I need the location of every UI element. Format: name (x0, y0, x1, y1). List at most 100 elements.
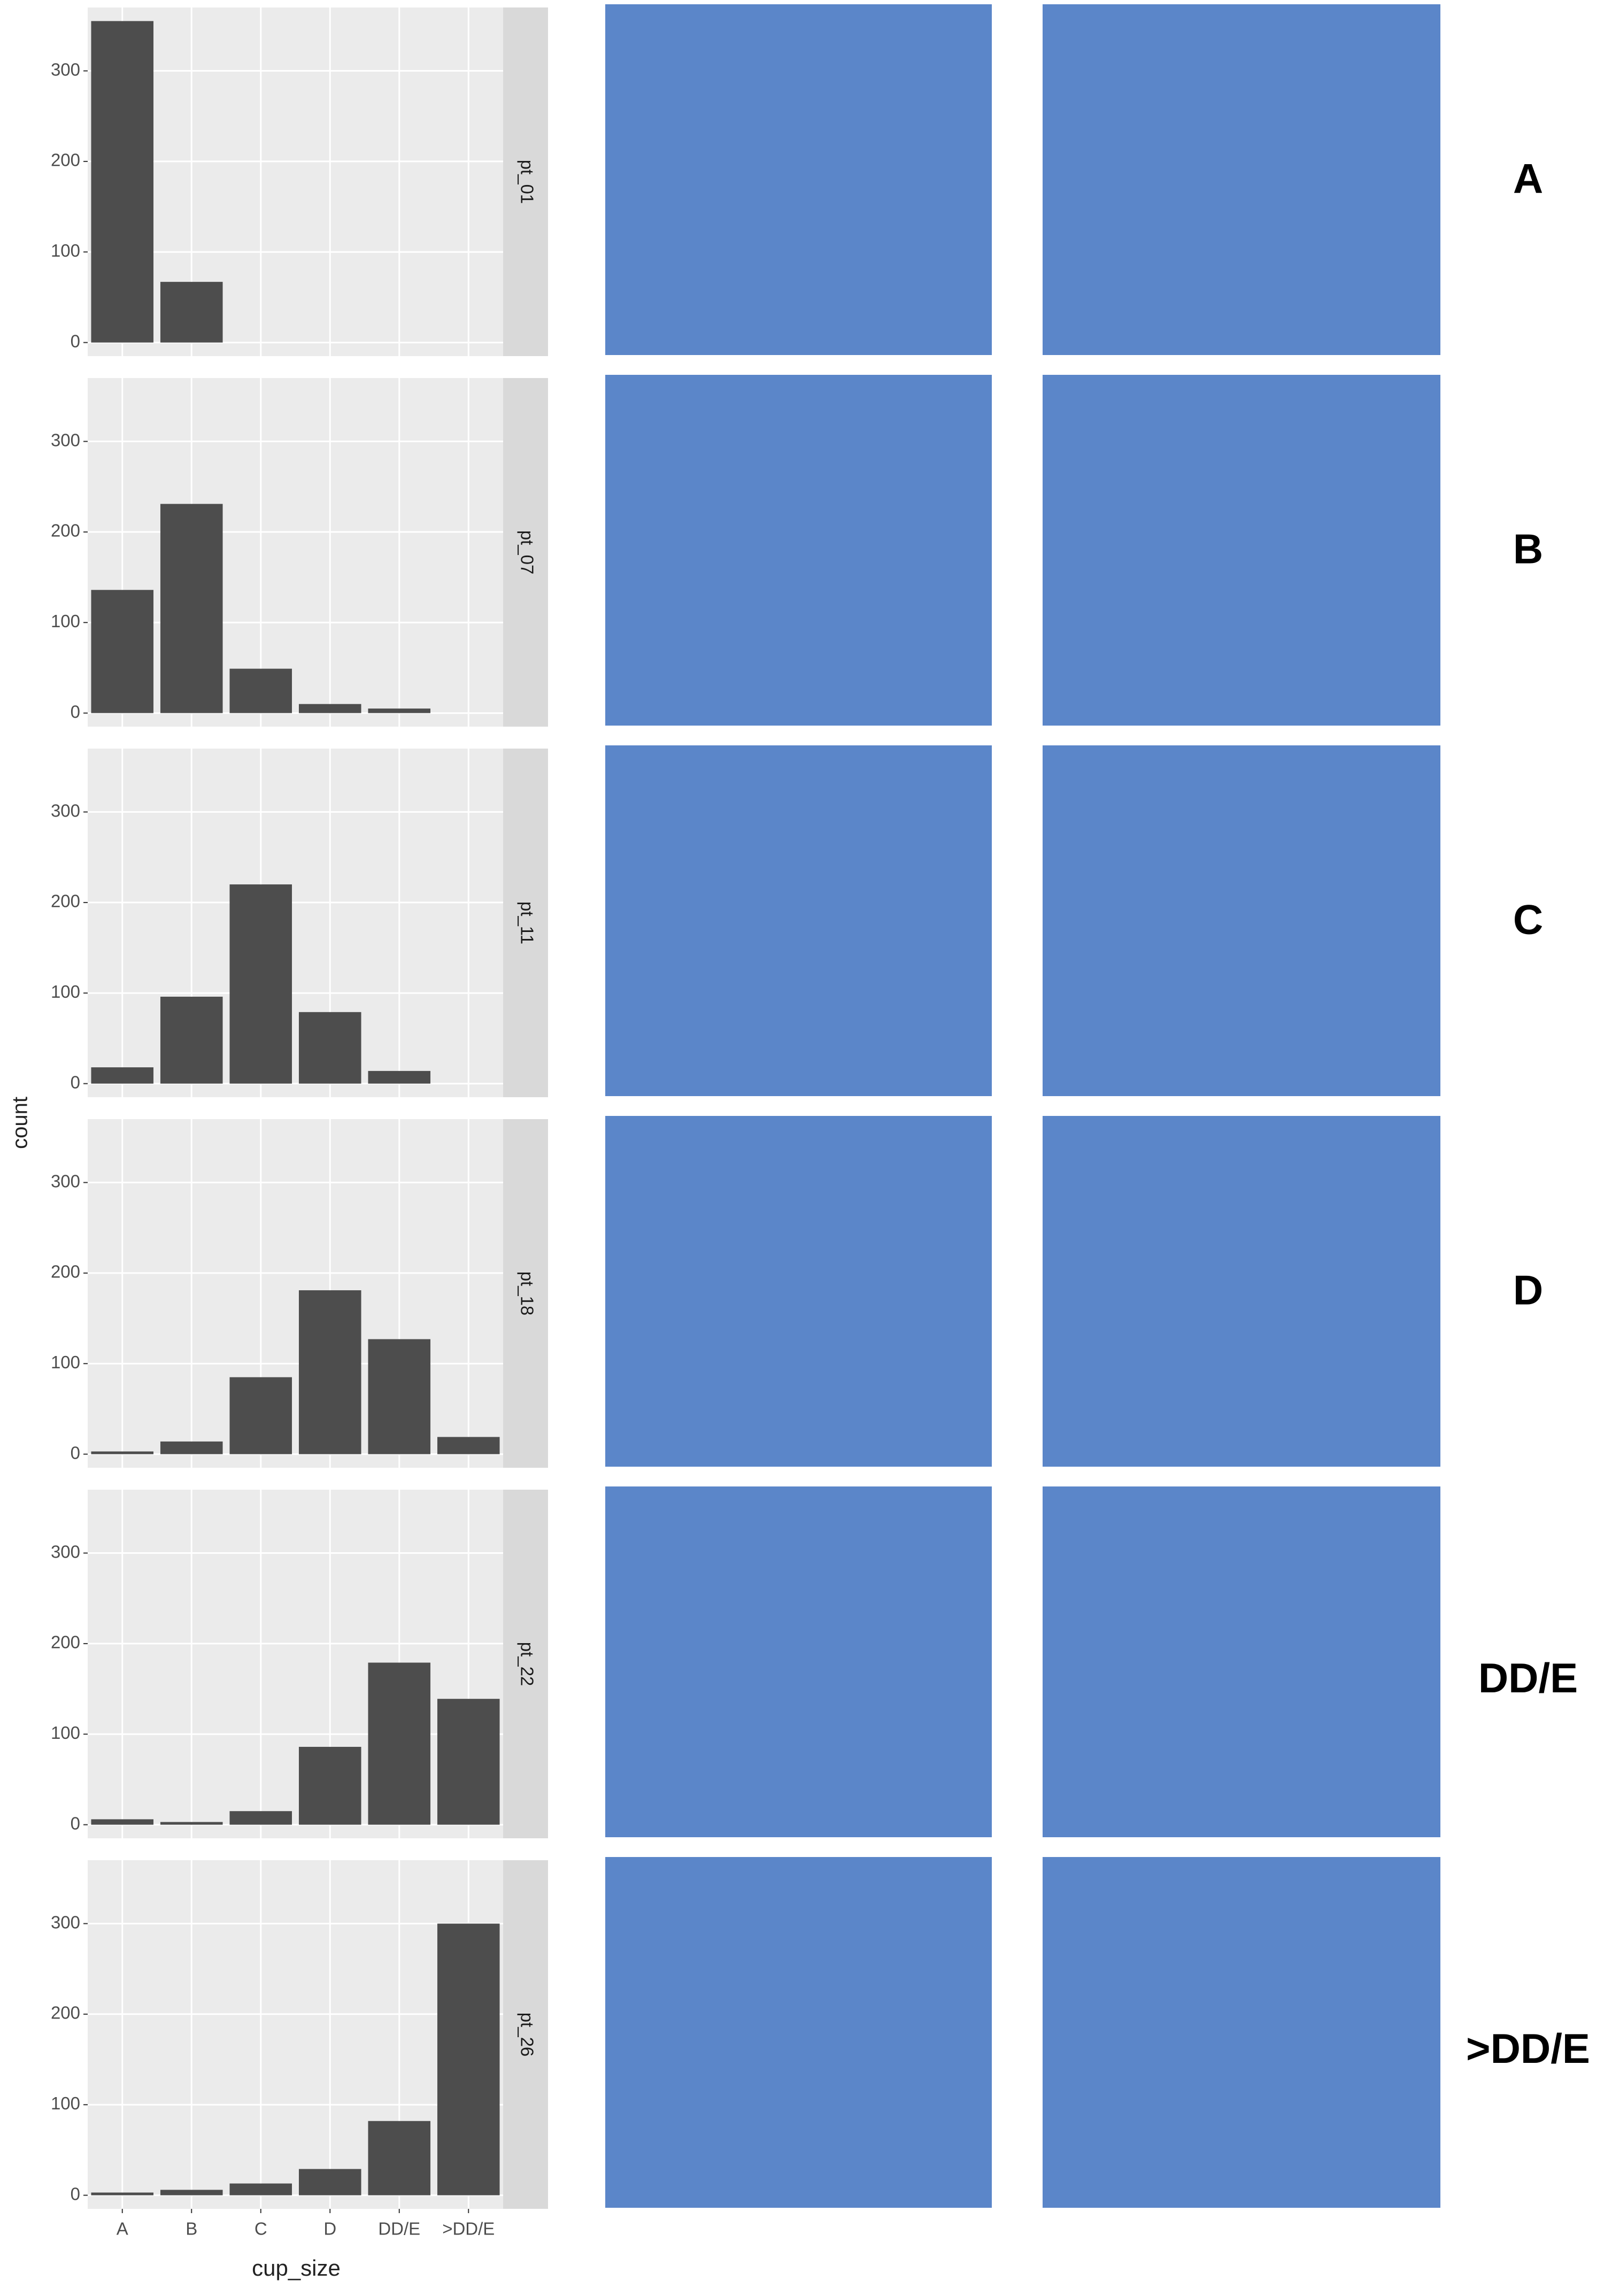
x-tick-label: D (323, 2219, 336, 2239)
photo-placeholder (1043, 1857, 1440, 2208)
photo-placeholder (1043, 1116, 1440, 1467)
bar (437, 1437, 500, 1454)
bar (160, 997, 223, 1084)
bar (368, 1662, 431, 1825)
photo-placeholder (1043, 4, 1440, 355)
y-tick-label: 100 (51, 2093, 80, 2113)
bar (437, 1923, 500, 2195)
photo-placeholder (605, 4, 992, 355)
bar (91, 21, 154, 343)
row-label: DD/E (1478, 1654, 1578, 1701)
panel-background (88, 1860, 503, 2209)
bar (298, 1746, 361, 1825)
y-tick-label: 200 (51, 521, 80, 541)
y-tick-label: 0 (71, 702, 80, 721)
bar (160, 1822, 223, 1825)
panel-background (88, 7, 503, 356)
strip-background (503, 749, 548, 1097)
x-axis-label: cup_size (252, 2255, 341, 2280)
bar (160, 282, 223, 343)
bar (437, 1699, 500, 1825)
y-tick-label: 100 (51, 611, 80, 631)
bar (298, 704, 361, 713)
bar (229, 1811, 292, 1825)
strip-background (503, 1119, 548, 1468)
bar (91, 1451, 154, 1454)
y-tick-label: 300 (51, 430, 80, 450)
strip-background (503, 378, 548, 727)
photo-placeholder (605, 745, 992, 1096)
row-label: C (1513, 896, 1543, 943)
y-tick-label: 200 (51, 1632, 80, 1652)
strip-background (503, 1490, 548, 1838)
x-tick-label: C (255, 2219, 267, 2239)
row-label: B (1513, 526, 1543, 573)
panel-background (88, 1490, 503, 1838)
row-label: >DD/E (1466, 2025, 1590, 2072)
panel-background (88, 378, 503, 727)
y-tick-label: 100 (51, 1723, 80, 1743)
row-label: D (1513, 1267, 1543, 1314)
photo-placeholder (1043, 375, 1440, 726)
row-label: A (1513, 155, 1543, 202)
y-tick-label: 300 (51, 1171, 80, 1191)
strip-background (503, 7, 548, 356)
bar (298, 1290, 361, 1454)
photo-placeholder (605, 375, 992, 726)
y-tick-label: 0 (71, 2184, 80, 2203)
bar (91, 1067, 154, 1084)
strip-label: pt_18 (517, 1272, 537, 1316)
y-tick-label: 200 (51, 2003, 80, 2023)
x-tick-label: A (117, 2219, 128, 2239)
bar (298, 2169, 361, 2195)
y-tick-label: 0 (71, 331, 80, 351)
strip-label: pt_26 (517, 2013, 537, 2057)
y-tick-label: 0 (71, 1443, 80, 1462)
x-tick-label: >DD/E (442, 2219, 495, 2239)
y-tick-label: 300 (51, 1912, 80, 1932)
photo-placeholder (605, 1857, 992, 2208)
y-tick-label: 100 (51, 982, 80, 1001)
y-tick-label: 100 (51, 241, 80, 260)
panel-background (88, 1119, 503, 1468)
strip-label: pt_22 (517, 1642, 537, 1686)
bar (229, 1377, 292, 1454)
bar (368, 1070, 431, 1084)
x-tick-label: DD/E (378, 2219, 420, 2239)
y-axis-label: count (9, 1097, 32, 1149)
strip-background (503, 1860, 548, 2209)
y-tick-label: 0 (71, 1813, 80, 1833)
bar (298, 1012, 361, 1084)
bar (160, 1441, 223, 1454)
panel-background (88, 749, 503, 1097)
bar (91, 590, 154, 713)
y-tick-label: 200 (51, 1262, 80, 1282)
photo-placeholder (1043, 1486, 1440, 1837)
strip-label: pt_01 (517, 160, 537, 204)
bar (160, 504, 223, 713)
strip-label: pt_07 (517, 530, 537, 575)
bar (368, 708, 431, 713)
bar (368, 1339, 431, 1454)
y-tick-label: 300 (51, 800, 80, 820)
photo-placeholder (605, 1486, 992, 1837)
photo-placeholder (1043, 745, 1440, 1096)
bar (229, 2183, 292, 2195)
bar (91, 1819, 154, 1825)
photo-placeholder (605, 1116, 992, 1467)
strip-label: pt_11 (517, 902, 537, 944)
bar (91, 2192, 154, 2195)
bar (368, 2121, 431, 2195)
bar (160, 2190, 223, 2195)
y-tick-label: 200 (51, 150, 80, 170)
bar (229, 668, 292, 713)
y-tick-label: 200 (51, 891, 80, 911)
x-tick-label: B (186, 2219, 197, 2239)
bar (229, 884, 292, 1084)
y-tick-label: 300 (51, 59, 80, 79)
y-tick-label: 100 (51, 1352, 80, 1372)
y-tick-label: 0 (71, 1072, 80, 1092)
y-tick-label: 300 (51, 1542, 80, 1561)
